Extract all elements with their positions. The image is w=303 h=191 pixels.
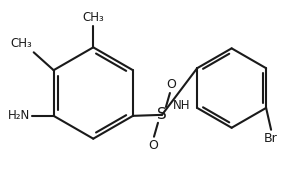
- Text: NH: NH: [173, 100, 190, 112]
- Text: Br: Br: [264, 132, 278, 145]
- Text: O: O: [148, 139, 158, 152]
- Text: H₂N: H₂N: [8, 109, 30, 122]
- Text: CH₃: CH₃: [10, 37, 32, 50]
- Text: S: S: [157, 107, 167, 122]
- Text: CH₃: CH₃: [82, 11, 104, 23]
- Text: O: O: [166, 78, 176, 91]
